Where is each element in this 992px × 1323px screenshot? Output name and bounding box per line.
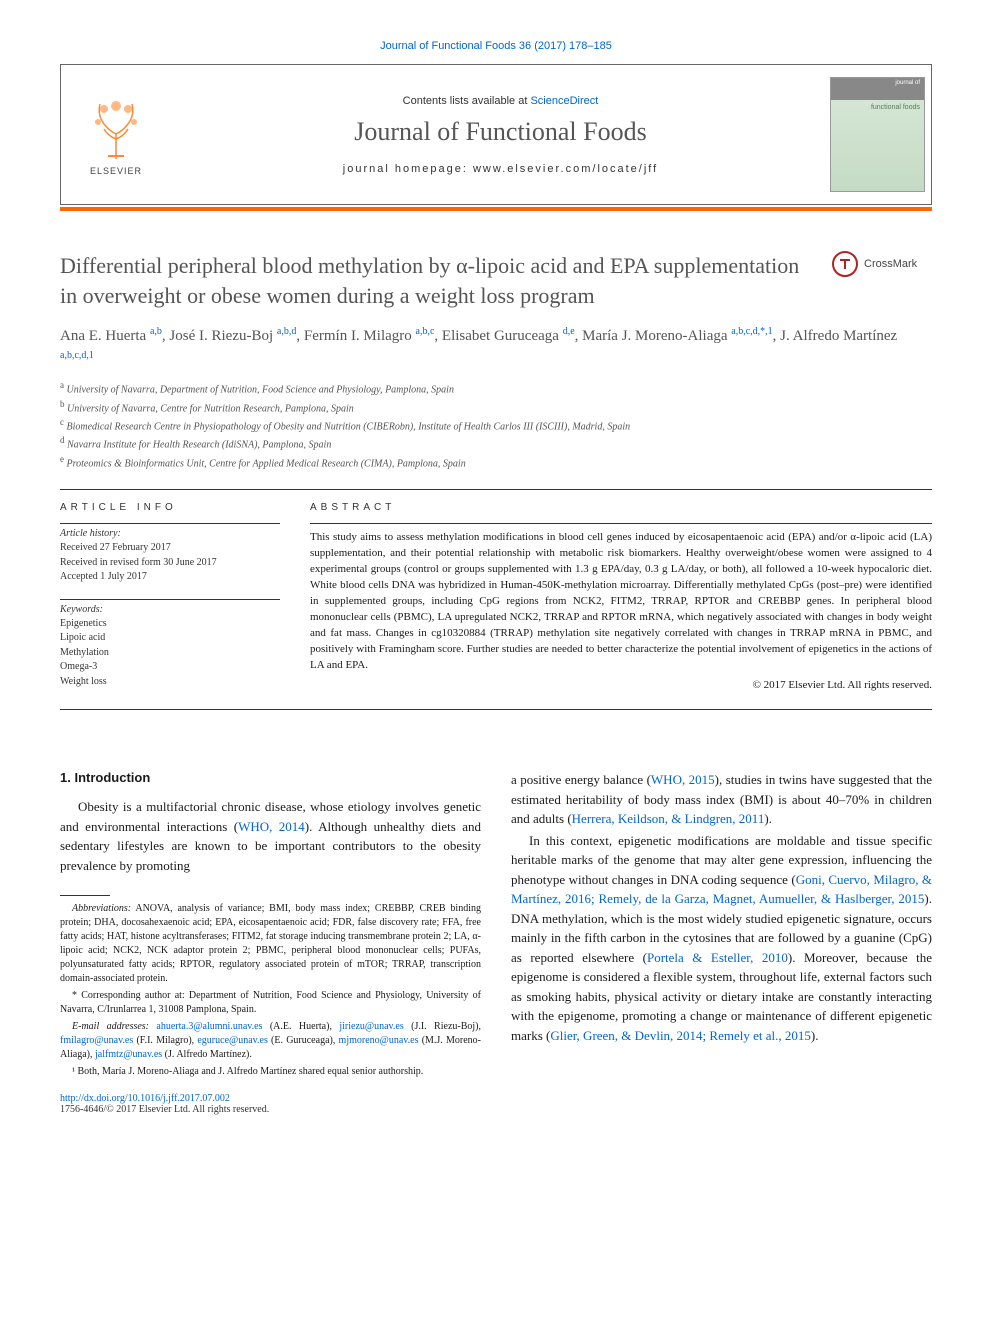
orange-divider	[60, 207, 932, 211]
cover-top-text: journal of	[831, 78, 924, 100]
crossmark-label: CrossMark	[864, 258, 917, 270]
body-column-right: a positive energy balance (WHO, 2015), s…	[511, 770, 932, 1115]
journal-name: Journal of Functional Foods	[171, 117, 830, 147]
intro-paragraph-1-cont: a positive energy balance (WHO, 2015), s…	[511, 770, 932, 829]
article-info-column: ARTICLE INFO Article history: Received 2…	[60, 502, 280, 691]
journal-header: ELSEVIER Contents lists available at Sci…	[60, 64, 932, 205]
intro-heading: 1. Introduction	[60, 770, 481, 785]
email-addresses: E-mail addresses: ahuerta.3@alumni.unav.…	[60, 1020, 481, 1062]
journal-cover-thumbnail[interactable]: journal of functional foods	[830, 77, 925, 192]
article-title: Differential peripheral blood methylatio…	[60, 251, 812, 310]
elsevier-tree-icon	[86, 94, 146, 164]
abstract-heading: ABSTRACT	[310, 502, 932, 513]
authors-list: Ana E. Huerta a,b, José I. Riezu-Boj a,b…	[60, 324, 932, 371]
doi-link[interactable]: http://dx.doi.org/10.1016/j.jff.2017.07.…	[60, 1093, 481, 1104]
elsevier-logo[interactable]: ELSEVIER	[61, 94, 171, 176]
abstract-copyright: © 2017 Elsevier Ltd. All rights reserved…	[310, 679, 932, 691]
abbrev-label: Abbreviations:	[72, 903, 131, 914]
corresponding-author: * Corresponding author at: Department of…	[60, 989, 481, 1017]
contents-line: Contents lists available at ScienceDirec…	[171, 95, 830, 107]
abstract-column: ABSTRACT This study aims to assess methy…	[310, 502, 932, 691]
keywords-label: Keywords:	[60, 599, 280, 615]
intro-paragraph-1: Obesity is a multifactorial chronic dise…	[60, 797, 481, 875]
history-text: Received 27 February 2017Received in rev…	[60, 541, 280, 585]
footnotes: Abbreviations: ANOVA, analysis of varian…	[60, 902, 481, 1079]
elsevier-label: ELSEVIER	[90, 166, 142, 176]
homepage-url[interactable]: www.elsevier.com/locate/jff	[473, 163, 658, 175]
crossmark-badge[interactable]: CrossMark	[832, 251, 932, 277]
journal-citation-link[interactable]: Journal of Functional Foods 36 (2017) 17…	[60, 40, 932, 52]
footnote-divider	[60, 895, 110, 896]
section-divider	[60, 489, 932, 490]
crossmark-icon	[832, 251, 858, 277]
homepage-line: journal homepage: www.elsevier.com/locat…	[171, 163, 830, 175]
citation-link[interactable]: Glier, Green, & Devlin, 2014; Remely et …	[550, 1028, 811, 1043]
article-info-heading: ARTICLE INFO	[60, 502, 280, 513]
body-column-left: 1. Introduction Obesity is a multifactor…	[60, 770, 481, 1115]
citation-link[interactable]: Portela & Esteller, 2010	[647, 950, 788, 965]
keywords-list: EpigeneticsLipoic acidMethylationOmega-3…	[60, 617, 280, 690]
section-divider	[60, 709, 932, 710]
shared-authorship-note: ¹ Both, María J. Moreno-Aliaga and J. Al…	[60, 1065, 481, 1079]
footer-copyright: 1756-4646/© 2017 Elsevier Ltd. All right…	[60, 1104, 481, 1115]
abbrev-text: ANOVA, analysis of variance; BMI, body m…	[60, 903, 481, 984]
abstract-text: This study aims to assess methylation mo…	[310, 523, 932, 673]
intro-paragraph-2: In this context, epigenetic modification…	[511, 831, 932, 1046]
citation-link[interactable]: WHO, 2015	[651, 772, 715, 787]
citation-link[interactable]: Herrera, Keildson, & Lindgren, 2011	[572, 811, 765, 826]
citation-link[interactable]: WHO, 2014	[238, 819, 305, 834]
sciencedirect-link[interactable]: ScienceDirect	[530, 95, 598, 107]
affiliations-list: a University of Navarra, Department of N…	[60, 379, 932, 471]
cover-title-text: functional foods	[831, 100, 924, 115]
history-label: Article history:	[60, 523, 280, 539]
